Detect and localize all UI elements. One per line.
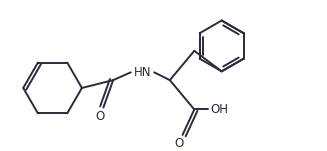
Text: OH: OH xyxy=(211,103,229,116)
Text: O: O xyxy=(96,110,105,123)
Text: HN: HN xyxy=(134,66,151,79)
Text: O: O xyxy=(174,137,183,150)
